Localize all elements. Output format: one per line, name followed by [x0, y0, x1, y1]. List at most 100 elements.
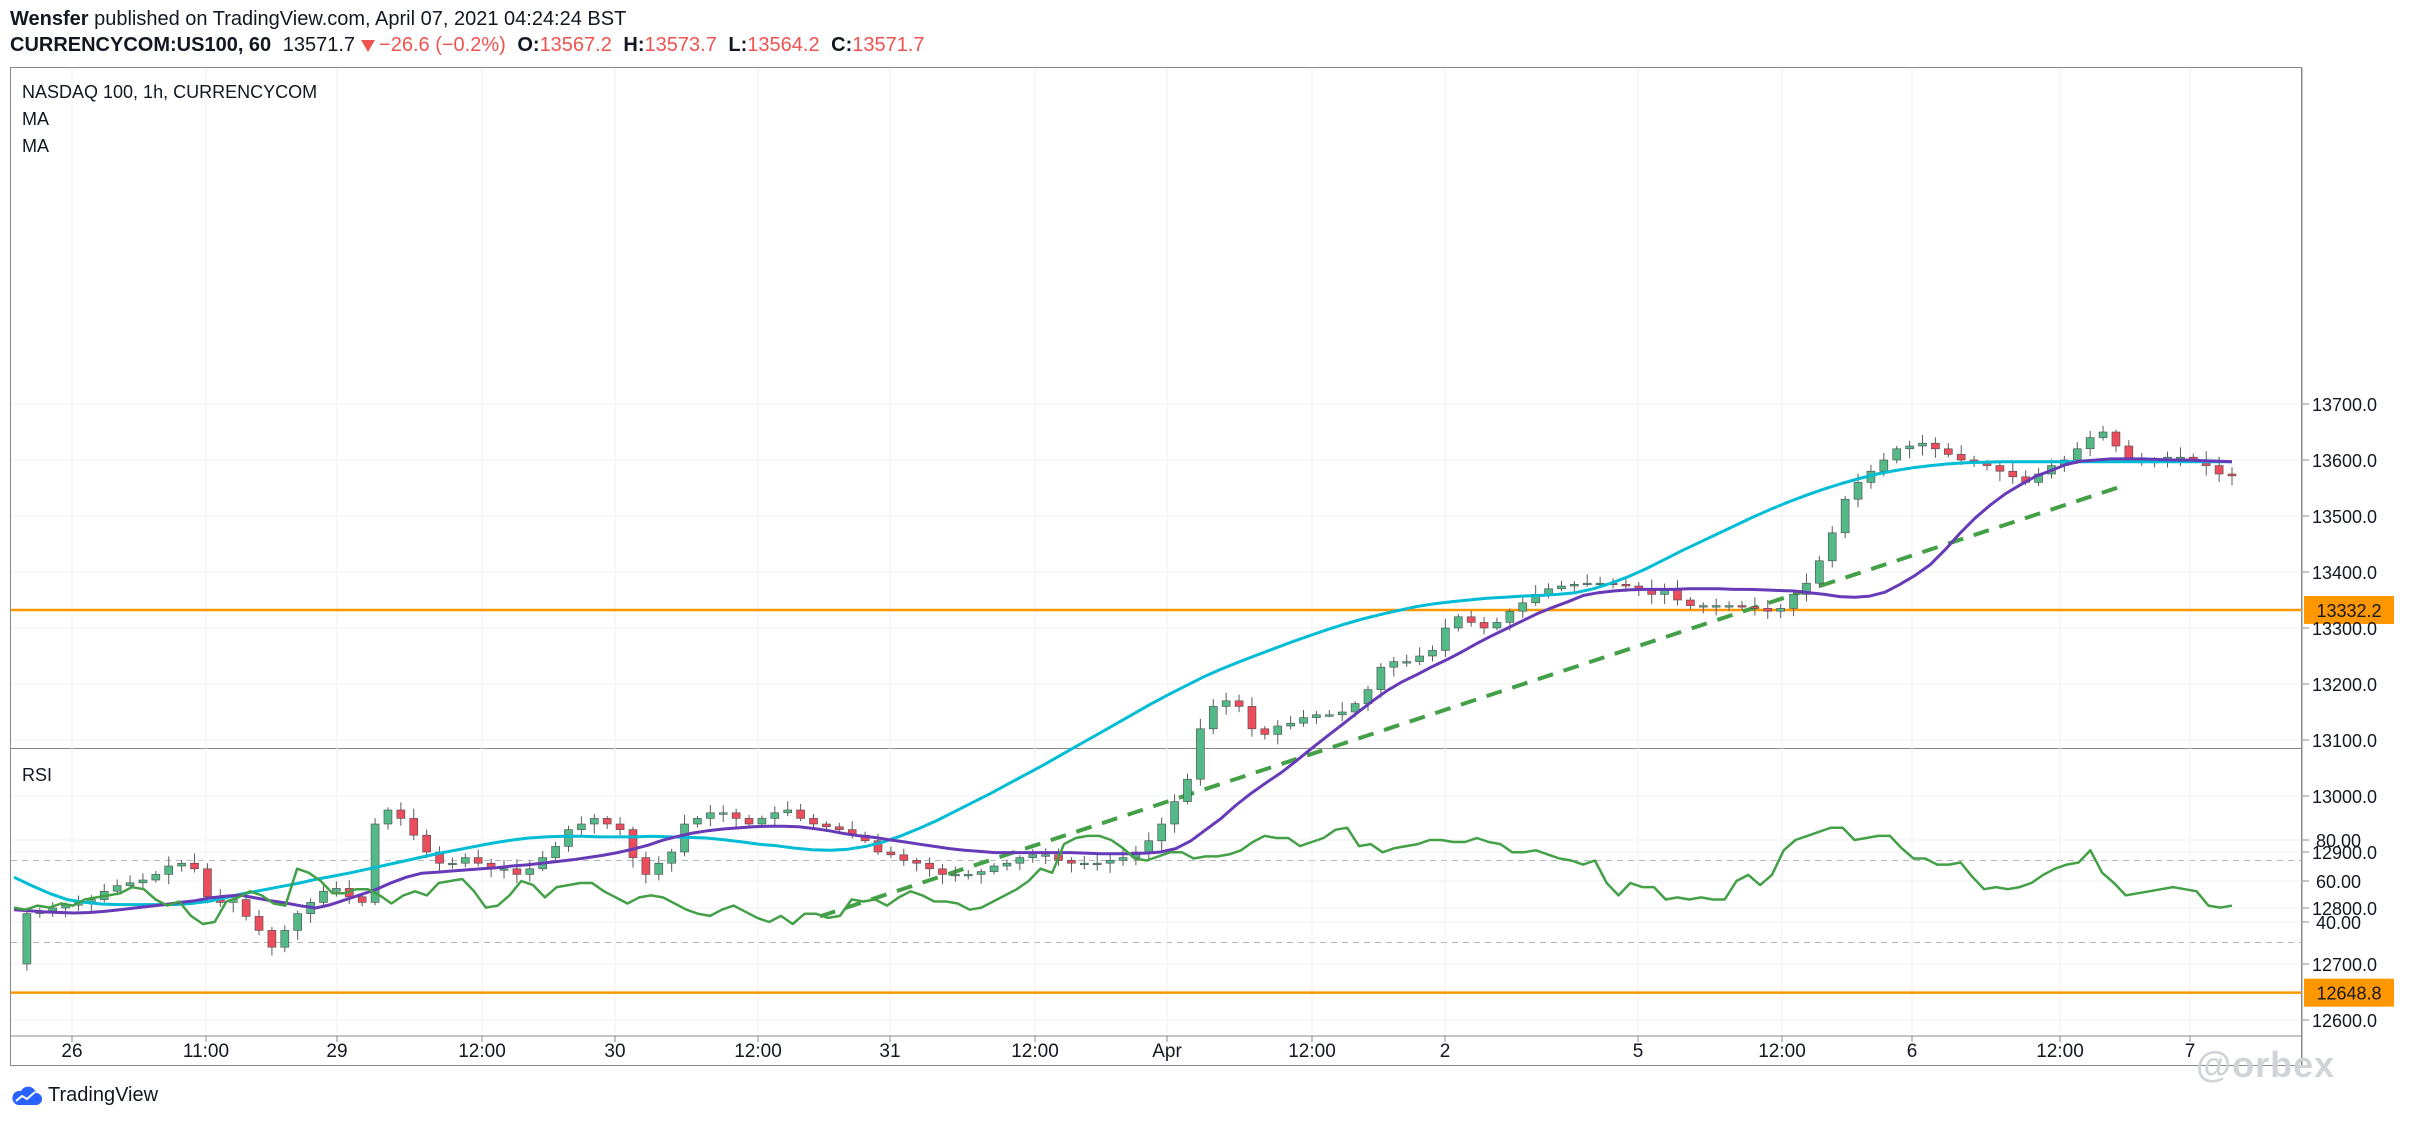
candle-body — [744, 818, 754, 825]
candle-body — [1441, 627, 1450, 651]
time-tick-label: 31 — [879, 1041, 900, 1062]
candle-body — [112, 885, 122, 892]
time-tick-label: 12:00 — [1758, 1041, 1806, 1062]
publisher-user[interactable]: Wensfer — [10, 8, 89, 30]
brand-name: TradingView — [48, 1084, 159, 1106]
open-label: O: — [517, 34, 540, 56]
rsi-tick-label: 60.00 — [2316, 872, 2361, 892]
rsi-tick-label: 40.00 — [2316, 913, 2361, 933]
candle-body — [718, 812, 728, 815]
candle-body — [1931, 442, 1940, 450]
candle-body — [203, 868, 212, 898]
candle-body — [125, 882, 135, 886]
candle-body — [1621, 584, 1631, 587]
close-label: C: — [831, 34, 853, 56]
ma-legend-1[interactable]: MA — [22, 109, 49, 129]
candle-body — [319, 890, 328, 903]
symbol-line: CURRENCYCOM:US100, 60 13571.7 −26.6 (−0.2… — [10, 34, 925, 57]
candle-body — [1299, 717, 1308, 724]
candle-body — [731, 812, 741, 819]
time-tick-label: 30 — [604, 1041, 625, 1062]
time-tick-label: 12:00 — [1011, 1041, 1059, 1062]
candle-body — [22, 913, 32, 965]
candle-body — [1080, 862, 1089, 866]
time-tick-label: 29 — [326, 1041, 347, 1062]
pane-divider[interactable] — [10, 748, 2302, 749]
candle-body — [2111, 431, 2121, 447]
down-arrow-icon — [361, 39, 376, 52]
tradingview-brand[interactable]: TradingView — [10, 1084, 158, 1107]
candle-body — [628, 829, 638, 858]
candle-body — [809, 818, 818, 825]
level-price-badge — [2304, 595, 2394, 624]
candle-body — [2176, 456, 2185, 460]
price-tick-label: 13200.0 — [2312, 675, 2377, 695]
candle-body — [1157, 823, 1166, 842]
price-change: −26.6 (−0.2%) — [379, 34, 506, 56]
candle-body — [448, 862, 457, 866]
price-tick-label: 13100.0 — [2312, 731, 2377, 751]
watermark: @orbex — [2196, 1044, 2336, 1085]
candle-body — [1376, 666, 1386, 690]
time-tick-label: 6 — [1907, 1041, 1918, 1062]
candle-body — [2098, 431, 2108, 438]
candle-body — [1802, 582, 1811, 595]
candle-body — [1415, 655, 1424, 662]
candle-body — [151, 874, 161, 881]
high-label: H: — [623, 34, 645, 56]
candle-body — [499, 868, 509, 871]
chart-title-legend[interactable]: NASDAQ 100, 1h, CURRENCYCOM — [22, 82, 318, 102]
candle-body — [473, 857, 483, 864]
candle-body — [835, 826, 844, 830]
candle-body — [1956, 454, 1966, 461]
symbol-name[interactable]: CURRENCYCOM:US100, 60 — [10, 34, 272, 56]
candle-body — [1428, 650, 1437, 657]
candle-body — [1853, 482, 1863, 500]
candle-body — [577, 823, 586, 830]
candle-body — [1557, 585, 1566, 590]
time-tick-label: Apr — [1152, 1041, 1182, 1062]
candle-body — [177, 862, 186, 867]
candle-body — [1892, 448, 1902, 461]
candle-body — [409, 818, 419, 836]
candle-body — [1453, 616, 1463, 629]
candle-body — [963, 874, 973, 877]
low-value: 13564.2 — [747, 34, 820, 56]
candle-body — [1144, 840, 1154, 853]
candle-body — [1234, 700, 1244, 707]
candle-body — [383, 809, 393, 825]
candle-body — [1944, 448, 1953, 455]
candle-body — [1208, 706, 1218, 730]
candle-body — [1698, 605, 1708, 608]
candle-body — [2008, 470, 2018, 478]
candle-body — [1840, 498, 1850, 534]
candle-body — [1518, 602, 1528, 612]
price-tick-label: 12600.0 — [2312, 1011, 2377, 1031]
rsi-tick-label: 80.00 — [2316, 831, 2361, 851]
price-tick-label: 13700.0 — [2312, 395, 2377, 415]
ma-legend-2[interactable]: MA — [22, 136, 49, 156]
candle-body — [1389, 661, 1399, 668]
candle-body — [1789, 594, 1798, 609]
time-tick-label: 12:00 — [734, 1041, 782, 1062]
candle-body — [1183, 778, 1192, 802]
candle-body — [2214, 465, 2224, 475]
price-tick-label: 13300.0 — [2312, 619, 2377, 639]
candle-body — [1118, 857, 1128, 861]
last-price: 13571.7 — [282, 34, 356, 56]
candle-body — [1067, 860, 1076, 864]
candle-body — [1686, 599, 1695, 606]
candle-body — [332, 888, 341, 892]
candle-body — [1918, 442, 1927, 447]
open-value: 13567.2 — [539, 34, 612, 56]
price-tick-label: 13400.0 — [2312, 563, 2377, 583]
candle-body — [357, 896, 367, 903]
candle-body — [1312, 714, 1321, 718]
candle-body — [293, 913, 302, 931]
candle-body — [899, 854, 909, 861]
rsi-legend[interactable]: RSI — [22, 765, 53, 785]
candle-body — [589, 818, 599, 825]
candle-body — [1286, 722, 1295, 727]
candle-body — [796, 809, 805, 819]
